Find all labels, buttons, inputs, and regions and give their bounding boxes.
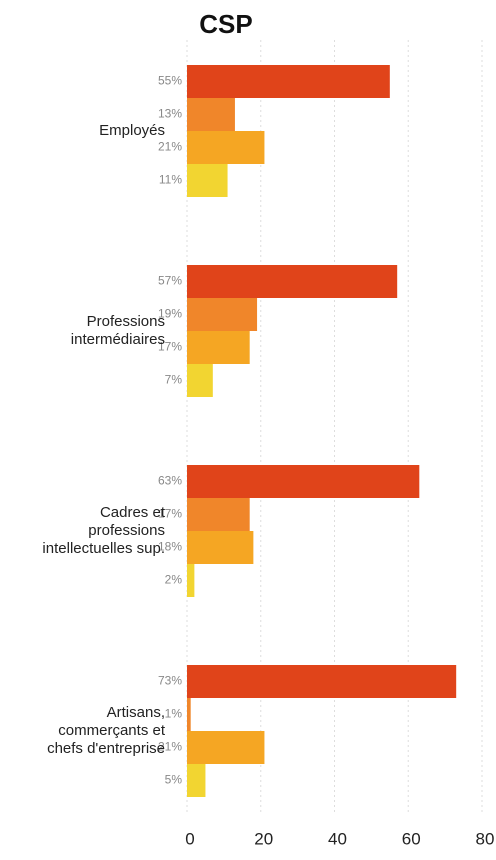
value-label: 17%: [158, 340, 182, 354]
x-tick-label: 20: [254, 829, 273, 848]
category-label: Artisans, commerçants et chefs d'entrepr…: [47, 704, 165, 757]
category-label: Cadres et professions intellectuelles su…: [42, 504, 165, 557]
value-label: 2%: [165, 573, 183, 587]
x-tick-label: 0: [185, 829, 194, 848]
bar: [187, 764, 206, 797]
bar: [187, 164, 228, 197]
x-tick-label: 60: [402, 829, 421, 848]
category-label: Employés: [99, 122, 165, 139]
value-label: 21%: [158, 740, 182, 754]
x-tick-label: 40: [328, 829, 347, 848]
bar: [187, 465, 420, 498]
bar: [187, 265, 398, 298]
bar: [187, 564, 195, 597]
bar: [187, 65, 390, 98]
value-label: 55%: [158, 74, 182, 88]
value-label: 7%: [165, 373, 183, 387]
bar: [187, 298, 258, 331]
bar: [187, 498, 250, 531]
bar: [187, 331, 250, 364]
bar: [187, 698, 191, 731]
value-label: 19%: [158, 307, 182, 321]
category-label: Professions intermédiaires: [70, 313, 165, 348]
chart-title: CSP: [199, 9, 252, 39]
value-label: 73%: [158, 674, 182, 688]
x-tick-label: 80: [476, 829, 495, 848]
bar: [187, 665, 457, 698]
value-label: 57%: [158, 274, 182, 288]
bar: [187, 98, 235, 131]
value-label: 11%: [159, 173, 182, 187]
value-label: 18%: [158, 540, 182, 554]
bar: [187, 531, 254, 564]
value-label: 21%: [158, 140, 182, 154]
bar: [187, 131, 265, 164]
value-label: 1%: [165, 707, 183, 721]
value-label: 17%: [158, 507, 182, 521]
bar: [187, 364, 213, 397]
bar: [187, 731, 265, 764]
value-label: 13%: [158, 107, 182, 121]
value-label: 5%: [165, 773, 183, 787]
value-label: 63%: [158, 474, 182, 488]
